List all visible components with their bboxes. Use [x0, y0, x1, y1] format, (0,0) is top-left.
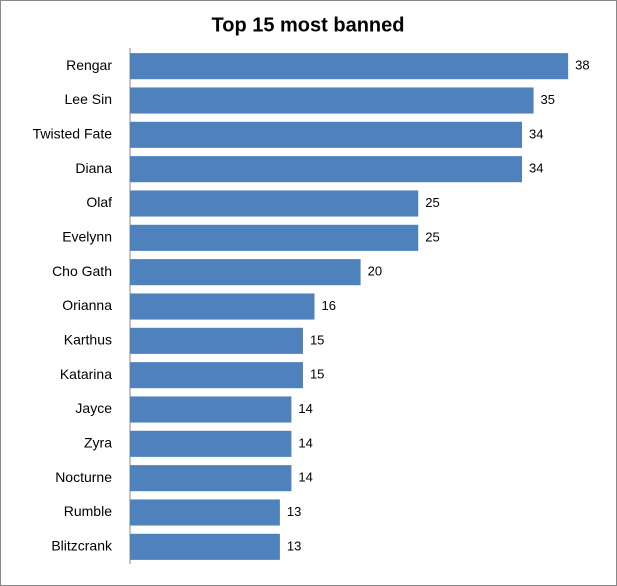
value-label: 15 [310, 332, 324, 347]
y-tick-label: Orianna [62, 297, 112, 313]
y-tick-label: Lee Sin [65, 91, 112, 107]
y-tick-label: Cho Gath [52, 263, 112, 279]
bar [130, 327, 303, 354]
y-tick-label: Karthus [64, 332, 112, 348]
bar [130, 53, 569, 80]
y-tick-label: Katarina [60, 366, 112, 382]
bar [130, 121, 523, 148]
value-label: 25 [425, 229, 439, 244]
bar [130, 259, 361, 286]
bar [130, 430, 292, 457]
value-label: 13 [287, 538, 301, 553]
value-label: 35 [541, 92, 555, 107]
bar [130, 533, 280, 560]
bar [130, 87, 534, 114]
value-label: 14 [298, 470, 312, 485]
y-tick-label: Nocturne [55, 469, 112, 485]
bar [130, 190, 419, 217]
value-label: 25 [425, 195, 439, 210]
value-label: 34 [529, 126, 543, 141]
y-tick-label: Rengar [66, 57, 112, 73]
chart-title: Top 15 most banned [212, 14, 405, 36]
bar [130, 156, 523, 183]
bar [130, 293, 315, 320]
y-tick-label: Blitzcrank [51, 538, 113, 554]
y-tick-label: Diana [75, 160, 112, 176]
bar [130, 224, 419, 251]
value-label: 34 [529, 161, 543, 176]
y-tick-label: Zyra [84, 435, 112, 451]
value-label: 15 [310, 367, 324, 382]
value-label: 14 [298, 401, 312, 416]
y-tick-label: Rumble [64, 503, 112, 519]
y-tick-label: Evelynn [62, 229, 112, 245]
value-label: 38 [575, 58, 589, 73]
bar [130, 396, 292, 423]
value-label: 14 [298, 435, 312, 450]
value-label: 16 [321, 298, 335, 313]
y-tick-label: Twisted Fate [33, 126, 113, 142]
bar [130, 465, 292, 492]
bar [130, 499, 280, 526]
value-label: 13 [287, 504, 301, 519]
y-tick-label: Jayce [75, 400, 112, 416]
y-tick-label: Olaf [86, 194, 112, 210]
bar [130, 362, 303, 389]
value-label: 20 [368, 264, 382, 279]
